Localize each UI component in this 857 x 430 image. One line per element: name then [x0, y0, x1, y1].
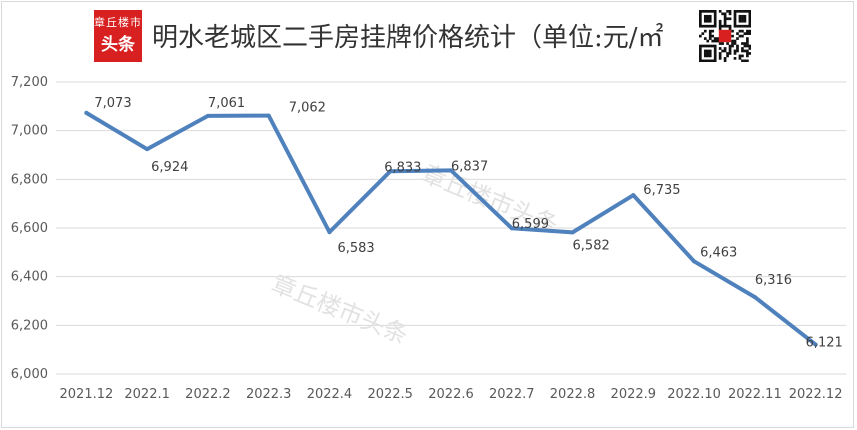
y-tick-label: 7,200 [11, 75, 48, 90]
data-label: 6,924 [151, 160, 188, 175]
y-tick-label: 6,800 [11, 172, 48, 187]
data-point [813, 342, 818, 347]
brand-logo: 章丘楼市 头条 [94, 10, 142, 62]
x-tick-label: 2022.5 [367, 387, 413, 402]
x-tick-label: 2022.11 [728, 387, 782, 402]
data-point [145, 147, 150, 152]
x-tick-label: 2022.7 [489, 387, 535, 402]
y-tick-label: 6,600 [11, 221, 48, 236]
chart-title: 明水老城区二手房挂牌价格统计（单位:元/㎡ [152, 23, 664, 53]
data-label: 6,583 [337, 241, 374, 256]
data-label: 7,073 [94, 96, 131, 111]
watermark-text: 章丘楼市头条 [268, 270, 412, 350]
qr-code-icon [699, 10, 752, 63]
x-tick-label: 2022.2 [185, 387, 231, 402]
x-tick-label: 2022.6 [428, 387, 474, 402]
data-point [692, 259, 697, 264]
data-point [266, 113, 271, 118]
data-point [631, 193, 636, 198]
data-label: 6,599 [512, 217, 549, 232]
data-label: 7,061 [208, 96, 245, 111]
x-tick-label: 2022.10 [667, 387, 721, 402]
data-point [752, 295, 757, 300]
data-label: 6,582 [573, 238, 610, 253]
data-label: 6,121 [806, 336, 843, 351]
data-point [570, 230, 575, 235]
x-tick-label: 2022.3 [246, 387, 292, 402]
data-label: 6,837 [451, 159, 488, 174]
x-tick-label: 2022.1 [124, 387, 170, 402]
data-label: 6,463 [700, 245, 737, 260]
y-tick-label: 7,000 [11, 124, 48, 139]
data-label: 6,316 [755, 273, 792, 288]
data-label: 6,833 [384, 160, 421, 175]
y-tick-label: 6,200 [11, 318, 48, 333]
series-line [84, 110, 818, 347]
y-tick-label: 6,000 [11, 367, 48, 382]
x-tick-label: 2022.4 [307, 387, 353, 402]
data-point [205, 113, 210, 118]
x-tick-label: 2022.8 [550, 387, 596, 402]
data-point [327, 230, 332, 235]
x-tick-label: 2022.12 [789, 387, 843, 402]
logo-bottom-text: 头条 [101, 35, 135, 55]
x-tick-label: 2021.12 [60, 387, 114, 402]
data-point [84, 110, 89, 115]
data-label: 7,062 [289, 101, 326, 116]
data-point [388, 169, 393, 174]
y-tick-label: 6,400 [11, 270, 48, 285]
x-tick-label: 2022.9 [611, 387, 657, 402]
data-label: 6,735 [643, 183, 680, 198]
data-point [509, 226, 514, 231]
logo-top-text: 章丘楼市 [94, 16, 142, 29]
data-point [449, 168, 453, 173]
